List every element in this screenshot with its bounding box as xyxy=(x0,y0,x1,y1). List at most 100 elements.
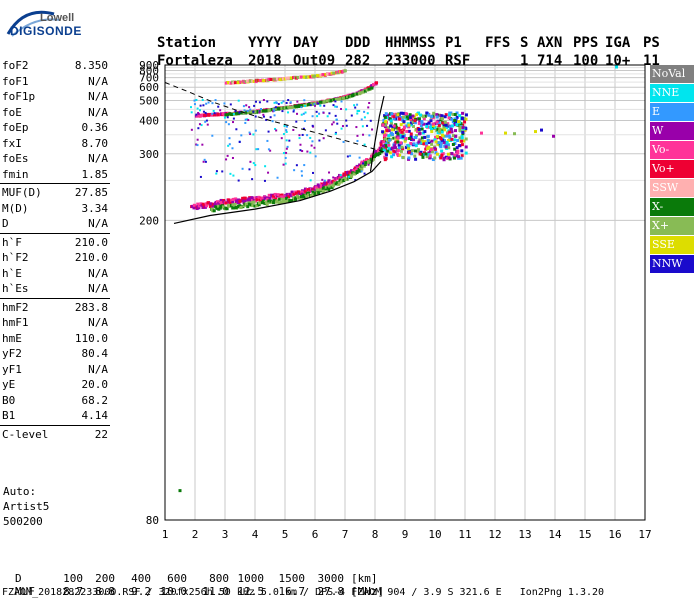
echo-point xyxy=(196,107,199,110)
echo-point xyxy=(358,156,361,159)
echo-point xyxy=(371,128,374,131)
echo-point xyxy=(410,149,414,153)
echo-point xyxy=(232,121,235,124)
echo-point xyxy=(296,112,299,115)
param-row: yF1 N/A xyxy=(0,362,112,378)
param-value: 210.0 xyxy=(74,251,108,264)
echo-point xyxy=(267,77,271,81)
echo-point xyxy=(265,118,268,121)
echo-point xyxy=(436,125,440,129)
echo-point xyxy=(414,134,418,138)
echo-point xyxy=(513,132,516,136)
echo-point xyxy=(299,104,303,108)
echo-point xyxy=(244,121,247,124)
param-row: foEs N/A xyxy=(0,151,112,167)
echo-point xyxy=(407,156,411,160)
echo-point xyxy=(362,164,366,168)
echo-point xyxy=(329,99,333,103)
echo-point xyxy=(232,174,235,177)
echo-point xyxy=(201,143,204,146)
echo-point xyxy=(229,172,232,175)
echo-point xyxy=(304,111,307,114)
muf-row-label: MUF xyxy=(15,585,35,598)
echo-point xyxy=(319,104,322,107)
echo-point xyxy=(334,131,337,134)
echo-point xyxy=(266,139,269,142)
echo-point xyxy=(397,126,401,130)
echo-point xyxy=(242,105,245,108)
echo-point xyxy=(218,206,222,210)
echo-point xyxy=(201,99,204,102)
echo-point xyxy=(409,121,413,125)
echo-point xyxy=(406,145,410,149)
echo-point xyxy=(341,125,344,128)
param-row: h`F2 210.0 xyxy=(0,250,112,266)
echo-point xyxy=(445,125,449,129)
echo-point xyxy=(387,147,391,151)
echo-point xyxy=(268,196,272,200)
echo-point xyxy=(460,143,464,147)
echo-point xyxy=(336,181,340,185)
header-label-yyyy: YYYY xyxy=(248,35,282,51)
header-label-ps: PS xyxy=(643,35,660,51)
echo-point xyxy=(197,111,200,114)
echo-point xyxy=(197,127,200,130)
echo-point xyxy=(363,162,367,166)
echo-point xyxy=(296,75,300,79)
muf-value: 27.8 xyxy=(318,585,345,598)
echo-point xyxy=(228,143,231,146)
echo-point xyxy=(383,125,387,129)
echo-point xyxy=(315,185,319,189)
echo-point xyxy=(382,140,386,144)
echo-point xyxy=(227,204,231,208)
echo-point xyxy=(190,111,193,114)
echo-point xyxy=(189,106,192,109)
echo-point xyxy=(322,111,325,114)
echo-point xyxy=(309,179,312,182)
echo-point xyxy=(422,115,426,119)
echo-point xyxy=(285,196,289,200)
echo-point xyxy=(401,111,405,115)
param-row: hmF1 N/A xyxy=(0,315,112,331)
muf-value: 16.7 xyxy=(279,585,306,598)
muf-value: 8.8 xyxy=(95,585,115,598)
echo-point xyxy=(288,139,291,142)
echo-point xyxy=(337,176,341,180)
echo-point xyxy=(436,141,440,145)
echo-point xyxy=(273,109,276,112)
echo-point xyxy=(399,141,403,145)
echo-point xyxy=(214,99,217,102)
echo-point xyxy=(395,152,399,156)
muf-dashed-curve xyxy=(164,82,388,154)
echo-point xyxy=(272,110,275,113)
echo-point xyxy=(252,200,256,204)
echo-point xyxy=(362,162,365,165)
echo-point xyxy=(196,144,199,147)
param-row: h`F 210.0 xyxy=(0,235,112,251)
echo-point xyxy=(343,69,347,73)
autoscaling-info: Auto: Artist5 500200 xyxy=(3,484,49,529)
header-label-hhmmss: HHMMSS xyxy=(385,35,436,51)
echo-point xyxy=(261,196,265,200)
echo-point xyxy=(440,130,444,134)
echo-point xyxy=(267,130,270,133)
header-label-station: Station xyxy=(157,35,216,51)
param-value: 3.34 xyxy=(81,201,109,215)
echo-point xyxy=(337,70,341,74)
echo-point xyxy=(383,134,387,138)
echo-point xyxy=(265,109,269,113)
echo-point xyxy=(203,205,207,209)
echo-point xyxy=(231,200,235,204)
echo-point xyxy=(295,120,298,123)
echo-point xyxy=(451,112,455,116)
echo-point xyxy=(255,204,259,208)
echo-point xyxy=(370,154,374,158)
echo-point xyxy=(291,198,295,202)
echo-point xyxy=(330,71,334,75)
echo-point xyxy=(412,142,416,146)
echo-point xyxy=(244,118,247,121)
echo-point xyxy=(285,129,288,132)
echo-point xyxy=(440,153,444,157)
echo-point xyxy=(198,109,201,112)
echo-point xyxy=(367,159,371,163)
